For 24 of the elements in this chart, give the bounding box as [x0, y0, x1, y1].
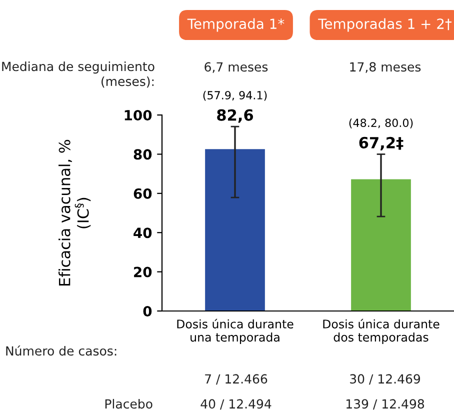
text: (57.9, 94.1)	[203, 90, 267, 101]
text: Placebo	[105, 398, 152, 409]
text: 17,8 meses	[350, 62, 421, 73]
text: 40 / 12.494	[200, 399, 272, 410]
text: Temporada 1*	[187, 18, 284, 32]
y-tick-label: 60	[134, 188, 152, 199]
text: 30 / 12.469	[350, 374, 420, 385]
annotation: (48.2, 80.0)	[349, 118, 413, 128]
x-tick-label: Dosis única durante una temporada	[177, 318, 294, 344]
text: Número de casos:	[6, 345, 116, 356]
y-tick-label: 0	[143, 306, 152, 316]
text: Temporadas 1 + 2†	[318, 18, 452, 32]
y-tick-label: 100	[124, 110, 152, 120]
text: 6,7 meses	[204, 62, 268, 73]
x-tick-label: Dosis única durante dos temporadas	[323, 318, 440, 344]
y-tick-label: 20	[134, 266, 152, 278]
text: Mediana de seguimiento (meses):	[2, 61, 154, 88]
y-axis-title: Eficacia vacunal, % (IC$^{§}$)	[58, 140, 91, 286]
y-tick-label: 40	[134, 228, 152, 238]
data-label: 67,2‡	[359, 136, 404, 150]
text: 139 / 12.498	[346, 399, 424, 410]
y-tick-label: 80	[134, 149, 152, 160]
text: 7 / 12.466	[205, 374, 268, 385]
data-label: 82,6	[217, 109, 254, 123]
